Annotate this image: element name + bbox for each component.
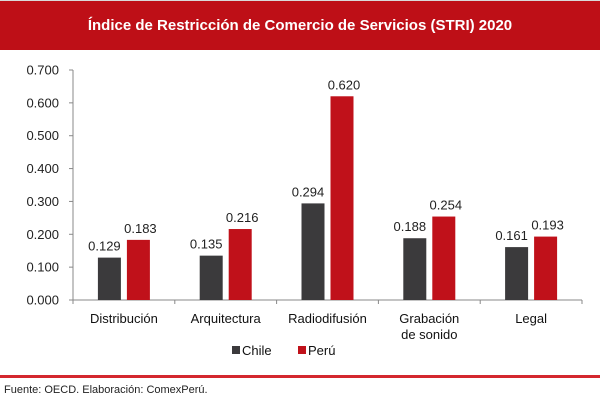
- data-label: 0.161: [495, 228, 528, 243]
- chart-title: Índice de Restricción de Comercio de Ser…: [87, 17, 513, 34]
- y-tick-label: 0.400: [26, 161, 59, 176]
- data-label: 0.129: [88, 239, 121, 254]
- bar-chile: [199, 255, 223, 300]
- bar-chile: [403, 238, 427, 300]
- x-category-label: Radiodifusión: [288, 311, 367, 326]
- data-label: 0.183: [124, 221, 157, 236]
- data-label: 0.188: [394, 219, 427, 234]
- y-tick-label: 0.000: [26, 293, 59, 308]
- data-label: 0.294: [292, 184, 325, 199]
- bar-per: [330, 96, 354, 301]
- bar-per: [126, 239, 150, 300]
- source-note: Fuente: OECD. Elaboración: ComexPerú.: [4, 384, 208, 396]
- bar-chile: [97, 257, 121, 300]
- legend-swatch-chile: [232, 346, 240, 354]
- y-tick-label: 0.300: [26, 194, 59, 209]
- data-label: 0.135: [190, 237, 223, 252]
- y-tick-label: 0.700: [26, 63, 59, 78]
- x-category-label: Grabación: [399, 311, 459, 326]
- x-category-label: de sonido: [401, 327, 457, 342]
- legend-label: Perú: [308, 343, 335, 358]
- footer-divider: [0, 375, 600, 378]
- legend-label: Chile: [242, 343, 272, 358]
- legend-swatch-per: [298, 346, 306, 354]
- y-tick-label: 0.200: [26, 227, 59, 242]
- data-label: 0.254: [430, 198, 463, 213]
- bar-per: [534, 236, 558, 300]
- x-category-label: Arquitectura: [191, 311, 262, 326]
- y-tick-label: 0.100: [26, 260, 59, 275]
- data-label: 0.216: [226, 210, 259, 225]
- y-tick-label: 0.600: [26, 95, 59, 110]
- bar-chile: [505, 247, 529, 300]
- x-category-label: Legal: [515, 311, 547, 326]
- bar-chart: 0.000 0.100 0.200 0.300 0.400 0.500 0.600 0.700…: [26, 63, 583, 358]
- bar-per: [432, 216, 456, 300]
- x-category-label: Distribución: [90, 311, 158, 326]
- bar-per: [228, 229, 252, 300]
- data-label: 0.193: [531, 218, 564, 233]
- data-label: 0.620: [328, 77, 361, 92]
- title-banner: Índice de Restricción de Comercio de Ser…: [0, 0, 600, 50]
- y-tick-label: 0.500: [26, 128, 59, 143]
- bar-chile: [301, 203, 325, 300]
